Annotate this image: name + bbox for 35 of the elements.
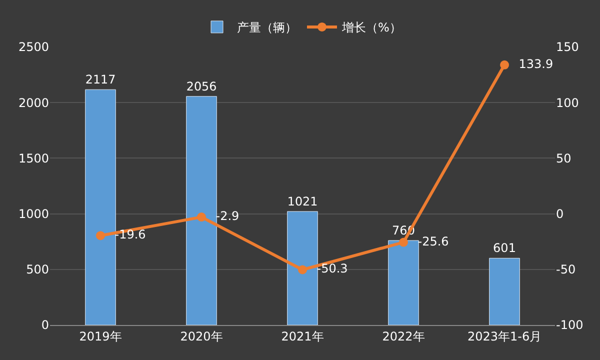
data-label: 1021 — [287, 194, 318, 208]
y-tick-label: 1500 — [18, 151, 49, 166]
bar — [388, 240, 419, 325]
y-tick-label: 500 — [26, 262, 49, 277]
point — [96, 231, 105, 240]
x-tick-label: 2023年1-6月 — [467, 329, 542, 344]
legend-label: 增长（%） — [341, 20, 402, 35]
data-label: 601 — [493, 241, 516, 256]
bar — [186, 96, 217, 325]
legend-label: 产量（辆） — [237, 20, 297, 35]
point — [197, 212, 206, 222]
x-tick-label: 2020年 — [180, 329, 223, 344]
y2-tick-label: 150 — [556, 40, 579, 54]
point — [298, 265, 307, 274]
x-tick-label: 2019年 — [79, 329, 122, 344]
point — [399, 238, 408, 247]
point — [500, 60, 509, 70]
y-tick-label: 1000 — [18, 207, 49, 221]
y-tick-label: 2500 — [18, 40, 49, 54]
bar — [287, 211, 318, 325]
data-label: -25.6 — [418, 234, 449, 248]
y-tick-label: 2000 — [18, 96, 49, 110]
y2-tick-label: 100 — [556, 96, 579, 110]
x-tick-label: 2022年 — [382, 329, 425, 344]
y-tick-label: 0 — [41, 318, 49, 332]
y2-tick-label: 50 — [556, 151, 572, 166]
y2-tick-label: -50 — [556, 262, 576, 277]
data-label: 133.9 — [511, 56, 554, 71]
y2-tick-label: 0 — [556, 207, 564, 221]
bar — [85, 89, 116, 325]
x-tick-label: 2021年 — [281, 329, 324, 344]
data-label: 2117 — [85, 72, 116, 87]
data-label: 2056 — [186, 79, 217, 94]
bar — [489, 258, 520, 325]
y2-tick-label: -100 — [556, 318, 584, 332]
